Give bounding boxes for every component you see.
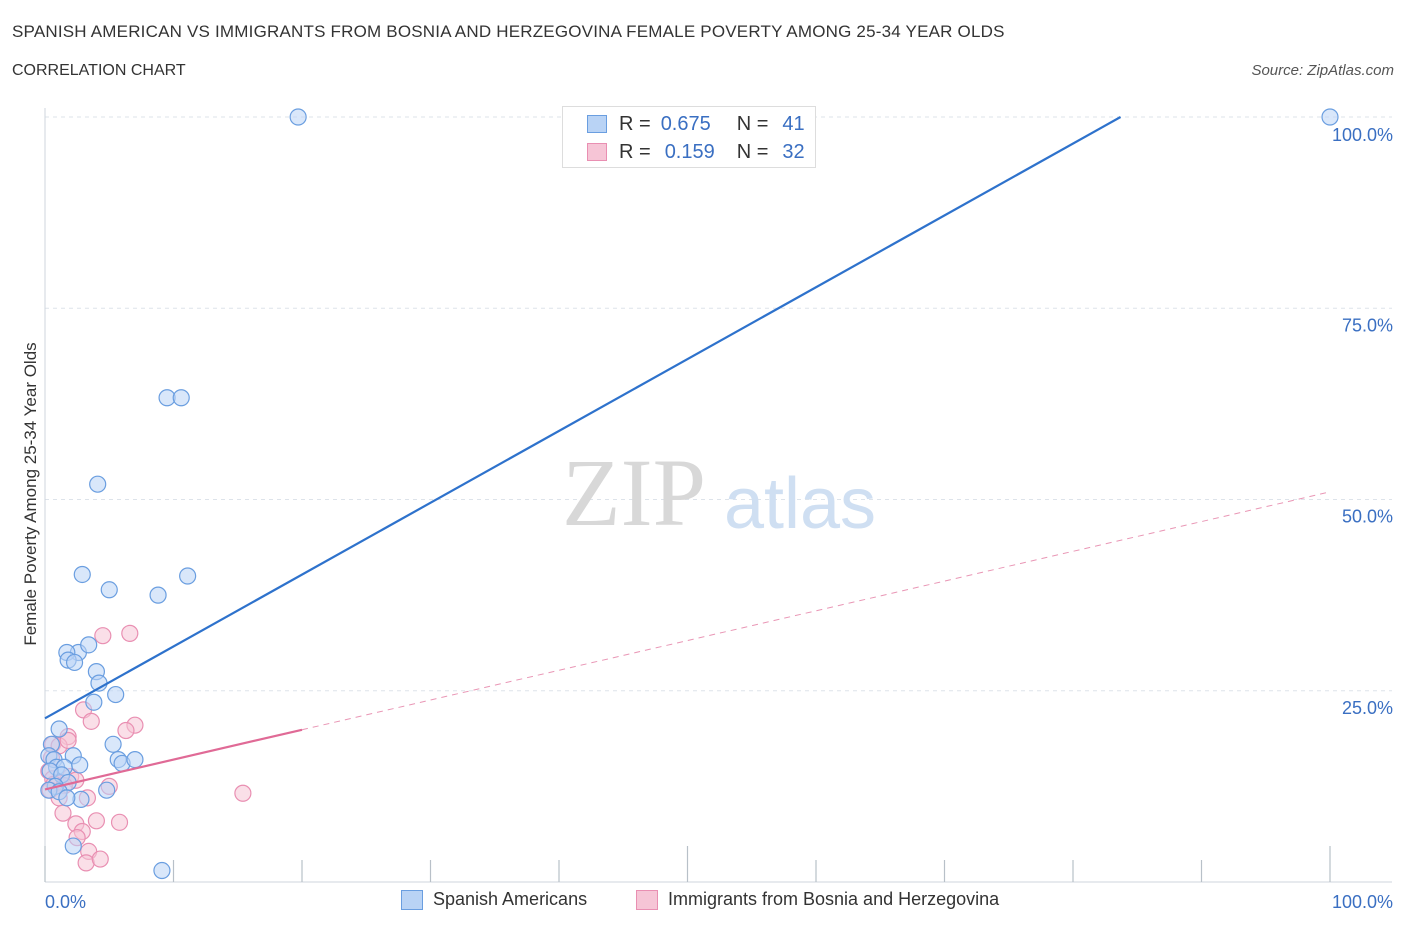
watermark-zip: ZIP — [562, 439, 706, 546]
blue-trend-line — [44, 116, 1122, 720]
blue-legend-swatch — [401, 889, 423, 910]
blue-point — [65, 653, 84, 672]
blue-r-value: 0.675 — [660, 112, 711, 135]
pink-point — [91, 850, 109, 868]
stats-legend-row-blue: R = 0.675 N = 41 — [587, 111, 805, 137]
n-label: N = — [736, 140, 769, 163]
r-label: R = — [619, 112, 651, 135]
blue-point — [73, 565, 91, 584]
pink-n-value: 32 — [782, 140, 805, 163]
pink-point — [234, 784, 252, 802]
pink-point — [87, 812, 106, 830]
pink-point — [117, 721, 135, 740]
blue-point — [153, 861, 171, 880]
series-legend-blue[interactable]: Spanish Americans — [401, 889, 587, 910]
series-legend-pink[interactable]: Immigrants from Bosnia and Herzegovina — [636, 889, 999, 910]
blue-point — [98, 781, 116, 799]
pink-point — [121, 624, 139, 642]
pink-point — [54, 804, 72, 822]
blue-point — [289, 108, 307, 126]
chart-title: SPANISH AMERICAN VS IMMIGRANTS FROM BOSN… — [12, 22, 1005, 41]
series-legend: Spanish Americans Immigrants from Bosnia… — [0, 889, 1406, 915]
blue-legend-label: Spanish Americans — [433, 889, 588, 909]
chart-source: Source: ZipAtlas.com — [1251, 62, 1394, 79]
blue-point — [1321, 108, 1339, 126]
y-tick-label: 50.0% — [1342, 507, 1393, 527]
y-axis-title: Female Poverty Among 25-34 Year Olds — [21, 342, 40, 645]
y-tick-label: 25.0% — [1342, 698, 1393, 718]
y-tick-label: 75.0% — [1342, 315, 1393, 335]
blue-point — [50, 720, 68, 738]
stats-legend: R = 0.675 N = 41 R = 0.159 N = 32 — [562, 106, 816, 168]
pink-swatch — [587, 143, 607, 161]
blue-point — [89, 475, 107, 493]
pink-legend-swatch — [636, 889, 658, 910]
chart-subtitle: CORRELATION CHART — [12, 62, 186, 79]
r-label: R = — [619, 140, 651, 163]
pink-point — [94, 627, 112, 645]
blue-swatch — [587, 115, 607, 133]
n-label: N = — [736, 112, 769, 135]
blue-point — [80, 636, 98, 654]
pink-point — [110, 813, 129, 831]
blue-point — [100, 581, 118, 599]
blue-point — [72, 790, 90, 808]
blue-point — [107, 685, 125, 704]
pink-point — [77, 854, 95, 872]
blue-point — [64, 837, 82, 855]
blue-point — [126, 750, 144, 769]
blue-point — [149, 586, 167, 604]
pink-r-value: 0.159 — [664, 140, 715, 163]
blue-point — [71, 756, 89, 774]
x-tick-label: 100.0% — [1332, 892, 1393, 912]
pink-point — [82, 712, 100, 730]
watermark-atlas: atlas — [724, 464, 876, 544]
blue-point — [85, 693, 103, 711]
blue-point — [58, 789, 76, 807]
blue-n-value: 41 — [782, 112, 805, 135]
pink-trend-line — [44, 728, 303, 791]
blue-point — [104, 735, 122, 753]
x-tick-label: 0.0% — [45, 892, 86, 912]
pink-point — [59, 731, 77, 750]
y-tick-label: 100.0% — [1332, 125, 1393, 145]
pink-legend-label: Immigrants from Bosnia and Herzegovina — [668, 889, 1000, 909]
stats-legend-row-pink: R = 0.159 N = 32 — [587, 139, 805, 165]
blue-point — [179, 567, 197, 585]
blue-point — [172, 389, 190, 407]
